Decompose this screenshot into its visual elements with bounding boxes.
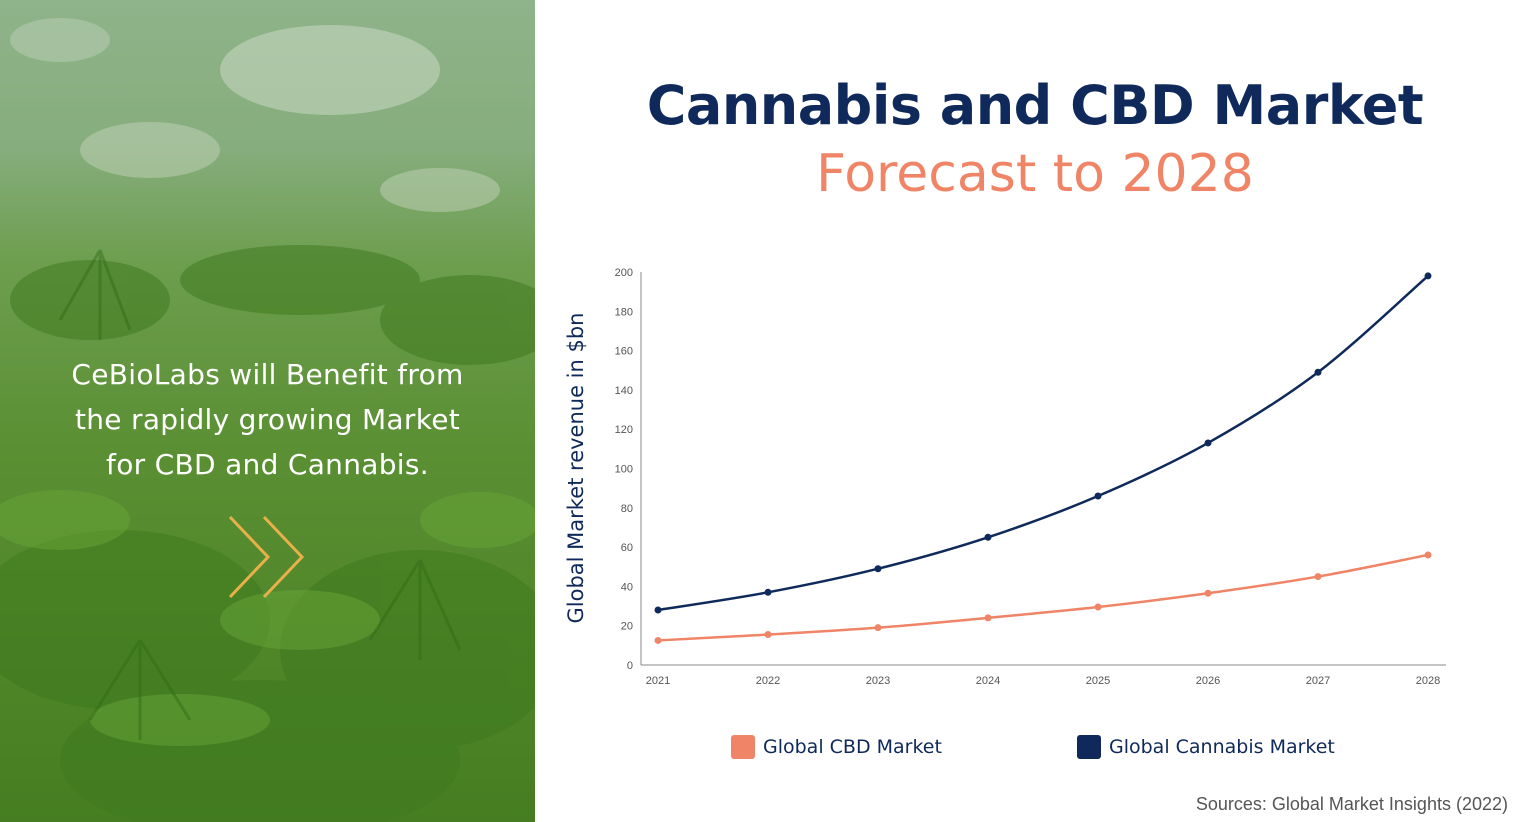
legend-swatch-cannabis <box>1077 735 1101 759</box>
data-point-cbd <box>764 631 772 639</box>
x-tick-label: 2027 <box>1306 675 1330 687</box>
y-tick-label: 160 <box>615 346 633 358</box>
data-point-cannabis <box>874 565 882 573</box>
data-point-cannabis <box>654 606 662 614</box>
legend-label-cannabis: Global Cannabis Market <box>1109 736 1335 758</box>
y-tick-label: 120 <box>615 424 633 436</box>
x-tick-label: 2028 <box>1416 675 1440 687</box>
data-point-cbd <box>874 624 882 632</box>
tagline-line: the rapidly growing Market <box>74 403 461 436</box>
tagline: CeBioLabs will Benefit from the rapidly … <box>20 352 515 487</box>
double-chevron-right-icon <box>228 515 305 599</box>
y-tick-label: 40 <box>621 581 633 593</box>
data-point-cannabis <box>1204 439 1212 447</box>
legend-label-cbd: Global CBD Market <box>763 736 942 758</box>
tagline-line: for CBD and Cannabis. <box>106 448 429 481</box>
x-tick-label: 2022 <box>756 675 780 687</box>
legend-item-cannabis: Global Cannabis Market <box>1077 735 1335 759</box>
x-tick-label: 2024 <box>976 675 1000 687</box>
chart-title: Cannabis and CBD Market <box>646 74 1424 137</box>
data-point-cbd <box>1094 603 1102 611</box>
y-tick-label: 140 <box>615 385 633 397</box>
x-tick-label: 2021 <box>646 675 670 687</box>
legend-swatch-cbd <box>731 735 755 759</box>
data-point-cannabis <box>1094 492 1102 500</box>
y-tick-label: 20 <box>621 621 633 633</box>
hero-image-panel: CeBioLabs will Benefit from the rapidly … <box>0 0 535 822</box>
y-tick-label: 0 <box>627 660 633 672</box>
data-point-cannabis <box>984 533 992 541</box>
x-tick-label: 2026 <box>1196 675 1220 687</box>
series-line-cannabis <box>657 274 1429 612</box>
data-point-cannabis <box>764 588 772 596</box>
data-point-cbd <box>984 614 992 622</box>
y-tick-label: 200 <box>615 267 633 279</box>
source-note: Sources: Global Market Insights (2022) <box>1195 794 1508 814</box>
line-chart: 0 20 40 60 80 100 120 140 160 180 200 2021 2022 2023 2… <box>615 267 1446 687</box>
y-tick-label: 100 <box>615 464 633 476</box>
series-line-cbd <box>657 553 1429 642</box>
data-point-cbd <box>1314 573 1322 581</box>
y-tick-label: 80 <box>621 503 633 515</box>
x-tick-label: 2025 <box>1086 675 1110 687</box>
chart-subtitle: Forecast to 2028 <box>816 144 1254 204</box>
data-point-cannabis <box>1314 368 1322 376</box>
cannabis-field-image <box>0 18 535 822</box>
data-point-cbd <box>654 636 662 644</box>
y-tick-label: 180 <box>615 306 633 318</box>
data-point-cbd <box>1204 589 1212 597</box>
x-tick-label: 2023 <box>866 675 890 687</box>
y-axis-label: Global Market revenue in $bn <box>564 312 588 624</box>
tagline-line: CeBioLabs will Benefit from <box>71 358 464 391</box>
data-point-cbd <box>1424 551 1432 559</box>
legend-item-cbd: Global CBD Market <box>731 735 942 759</box>
data-point-cannabis <box>1424 272 1432 280</box>
y-tick-label: 60 <box>621 542 633 554</box>
